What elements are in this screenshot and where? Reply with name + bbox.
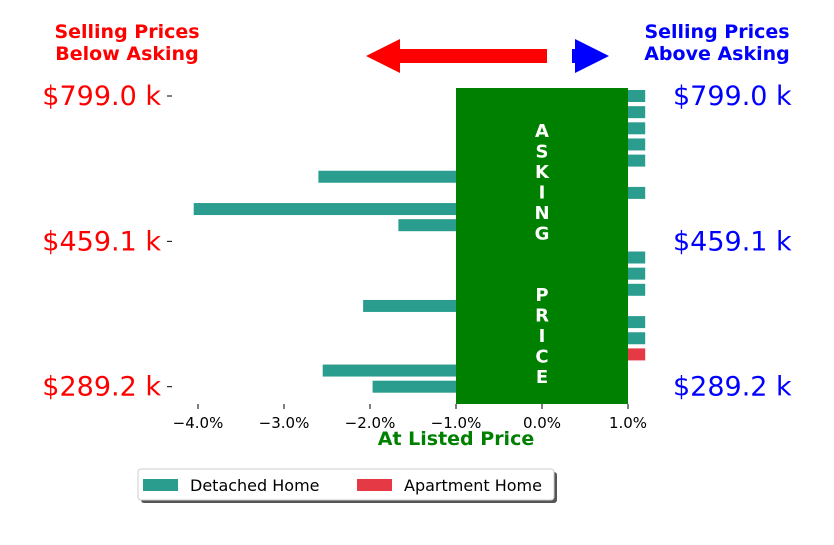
bar-apartment-home	[628, 348, 646, 361]
y-axis-right: $799.0 k $459.1 k $289.2 k	[673, 81, 792, 403]
x-tick-label: −4.0%	[173, 414, 224, 432]
y-tick-label-right: $459.1 k	[673, 226, 792, 257]
band-letter: R	[535, 306, 549, 327]
legend: Detached Home Apartment Home	[137, 468, 557, 503]
y-tick-label-right: $289.2 k	[673, 372, 792, 403]
bar-detached-home	[628, 186, 646, 199]
band-letter: K	[535, 162, 550, 183]
bar-detached-home	[628, 106, 646, 119]
x-axis: −4.0% −3.0% −2.0% −1.0% 0.0% 1.0%	[173, 404, 647, 432]
bar-detached-home	[628, 122, 646, 135]
header-right-line-2: Above Asking	[644, 43, 790, 65]
x-axis-label: At Listed Price	[378, 428, 534, 450]
legend-swatch-apartment	[357, 479, 392, 491]
bar-detached-home	[322, 364, 456, 377]
band-letter: I	[539, 326, 546, 347]
legend-swatch-detached	[143, 479, 178, 491]
arrow-left-icon	[366, 39, 547, 73]
asking-price-band	[456, 88, 628, 404]
header-right-line-1: Selling Prices	[644, 21, 789, 43]
y-tick-label-left: $289.2 k	[42, 372, 161, 403]
band-letter: S	[536, 142, 549, 163]
legend-label-detached: Detached Home	[190, 476, 320, 495]
y-axis-left: $799.0 k $459.1 k $289.2 k	[42, 81, 172, 403]
band-letter: A	[535, 121, 549, 142]
bar-detached-home	[318, 170, 456, 183]
bar-detached-home	[628, 267, 646, 280]
bar-detached-home	[193, 203, 456, 216]
band-letter: N	[534, 203, 549, 224]
bar-detached-home	[628, 138, 646, 151]
bar-detached-home	[398, 219, 456, 232]
bar-detached-home	[628, 154, 646, 167]
header-left-line-2: Below Asking	[55, 43, 198, 65]
bars	[193, 90, 646, 393]
x-tick-label: 1.0%	[609, 414, 647, 432]
x-tick-label: −3.0%	[259, 414, 310, 432]
band-letter: C	[535, 347, 548, 368]
y-tick-label-left: $799.0 k	[42, 81, 161, 112]
bar-detached-home	[363, 299, 456, 312]
bar-detached-home	[372, 380, 456, 393]
x-tick-label: −1.0%	[431, 414, 482, 432]
x-tick-label: 0.0%	[523, 414, 561, 432]
legend-label-apartment: Apartment Home	[404, 476, 542, 495]
band-letter: G	[535, 224, 550, 245]
band-letter: P	[535, 285, 548, 306]
y-tick-label-right: $799.0 k	[673, 81, 792, 112]
band-letter: E	[536, 367, 548, 388]
x-tick-label: −2.0%	[345, 414, 396, 432]
y-tick-label-left: $459.1 k	[42, 226, 161, 257]
bar-detached-home	[628, 251, 646, 264]
band-letter: I	[539, 183, 546, 204]
bar-detached-home	[628, 316, 646, 329]
arrow-right-icon	[572, 39, 609, 73]
bar-detached-home	[628, 332, 646, 345]
header-left-line-1: Selling Prices	[54, 21, 199, 43]
bar-detached-home	[628, 90, 646, 102]
bar-detached-home	[628, 283, 646, 296]
